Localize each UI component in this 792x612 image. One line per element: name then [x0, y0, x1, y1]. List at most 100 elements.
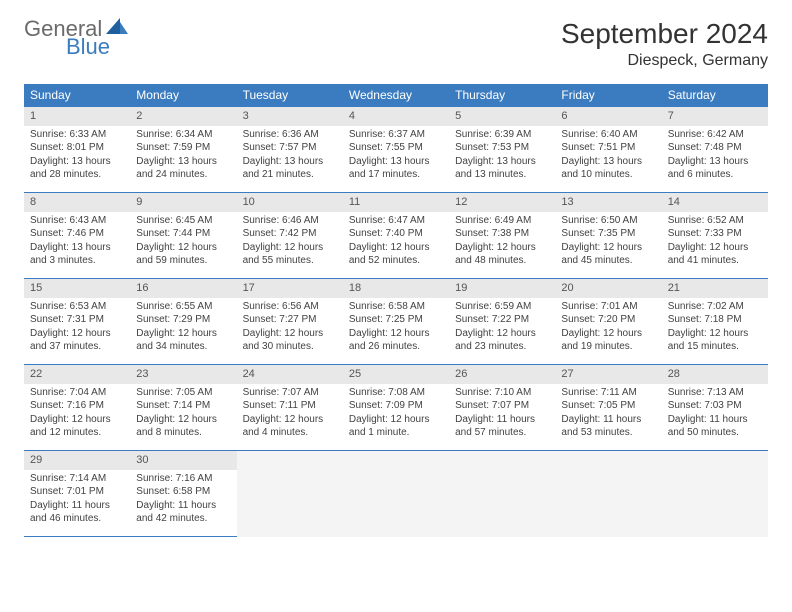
sunrise-text: Sunrise: 6:36 AM	[243, 128, 337, 142]
sunrise-text: Sunrise: 6:45 AM	[136, 214, 230, 228]
weekday-header: Tuesday	[237, 84, 343, 107]
daylight-text: Daylight: 12 hours and 23 minutes.	[455, 327, 549, 354]
sunset-text: Sunset: 7:14 PM	[136, 399, 230, 413]
daylight-text: Daylight: 13 hours and 24 minutes.	[136, 155, 230, 182]
daylight-text: Daylight: 12 hours and 48 minutes.	[455, 241, 549, 268]
calendar-table: Sunday Monday Tuesday Wednesday Thursday…	[24, 84, 768, 537]
day-body: Sunrise: 6:45 AMSunset: 7:44 PMDaylight:…	[130, 212, 236, 272]
sunset-text: Sunset: 7:01 PM	[30, 485, 124, 499]
calendar-row: 8Sunrise: 6:43 AMSunset: 7:46 PMDaylight…	[24, 193, 768, 279]
day-number: 8	[24, 193, 130, 212]
calendar-cell: 25Sunrise: 7:08 AMSunset: 7:09 PMDayligh…	[343, 365, 449, 451]
sunset-text: Sunset: 8:01 PM	[30, 141, 124, 155]
day-number: 17	[237, 279, 343, 298]
day-number: 4	[343, 107, 449, 126]
daylight-text: Daylight: 12 hours and 26 minutes.	[349, 327, 443, 354]
sunrise-text: Sunrise: 6:40 AM	[561, 128, 655, 142]
weekday-header: Sunday	[24, 84, 130, 107]
day-body: Sunrise: 6:43 AMSunset: 7:46 PMDaylight:…	[24, 212, 130, 272]
day-body: Sunrise: 6:49 AMSunset: 7:38 PMDaylight:…	[449, 212, 555, 272]
day-number: 10	[237, 193, 343, 212]
day-number: 13	[555, 193, 661, 212]
calendar-cell: 4Sunrise: 6:37 AMSunset: 7:55 PMDaylight…	[343, 107, 449, 193]
sunset-text: Sunset: 7:33 PM	[668, 227, 762, 241]
calendar-cell: 28Sunrise: 7:13 AMSunset: 7:03 PMDayligh…	[662, 365, 768, 451]
sunset-text: Sunset: 7:48 PM	[668, 141, 762, 155]
sunset-text: Sunset: 7:55 PM	[349, 141, 443, 155]
day-number: 21	[662, 279, 768, 298]
sunset-text: Sunset: 7:57 PM	[243, 141, 337, 155]
daylight-text: Daylight: 13 hours and 10 minutes.	[561, 155, 655, 182]
day-body: Sunrise: 7:05 AMSunset: 7:14 PMDaylight:…	[130, 384, 236, 444]
day-number: 25	[343, 365, 449, 384]
calendar-cell: 5Sunrise: 6:39 AMSunset: 7:53 PMDaylight…	[449, 107, 555, 193]
day-body: Sunrise: 6:39 AMSunset: 7:53 PMDaylight:…	[449, 126, 555, 186]
day-number: 6	[555, 107, 661, 126]
daylight-text: Daylight: 12 hours and 30 minutes.	[243, 327, 337, 354]
day-body: Sunrise: 7:16 AMSunset: 6:58 PMDaylight:…	[130, 470, 236, 530]
calendar-cell: 8Sunrise: 6:43 AMSunset: 7:46 PMDaylight…	[24, 193, 130, 279]
month-title: September 2024	[561, 18, 768, 50]
day-number: 11	[343, 193, 449, 212]
sunrise-text: Sunrise: 6:47 AM	[349, 214, 443, 228]
daylight-text: Daylight: 13 hours and 17 minutes.	[349, 155, 443, 182]
calendar-cell: 14Sunrise: 6:52 AMSunset: 7:33 PMDayligh…	[662, 193, 768, 279]
day-body: Sunrise: 6:42 AMSunset: 7:48 PMDaylight:…	[662, 126, 768, 186]
sunrise-text: Sunrise: 6:39 AM	[455, 128, 549, 142]
calendar-row: 29Sunrise: 7:14 AMSunset: 7:01 PMDayligh…	[24, 451, 768, 537]
daylight-text: Daylight: 11 hours and 57 minutes.	[455, 413, 549, 440]
day-number: 18	[343, 279, 449, 298]
day-number: 28	[662, 365, 768, 384]
daylight-text: Daylight: 13 hours and 21 minutes.	[243, 155, 337, 182]
calendar-cell: 6Sunrise: 6:40 AMSunset: 7:51 PMDaylight…	[555, 107, 661, 193]
daylight-text: Daylight: 12 hours and 59 minutes.	[136, 241, 230, 268]
sunrise-text: Sunrise: 6:55 AM	[136, 300, 230, 314]
sunrise-text: Sunrise: 6:37 AM	[349, 128, 443, 142]
weekday-header-row: Sunday Monday Tuesday Wednesday Thursday…	[24, 84, 768, 107]
sunset-text: Sunset: 7:44 PM	[136, 227, 230, 241]
calendar-cell: 29Sunrise: 7:14 AMSunset: 7:01 PMDayligh…	[24, 451, 130, 537]
day-body: Sunrise: 6:33 AMSunset: 8:01 PMDaylight:…	[24, 126, 130, 186]
day-number: 19	[449, 279, 555, 298]
calendar-cell: 10Sunrise: 6:46 AMSunset: 7:42 PMDayligh…	[237, 193, 343, 279]
daylight-text: Daylight: 11 hours and 53 minutes.	[561, 413, 655, 440]
daylight-text: Daylight: 12 hours and 15 minutes.	[668, 327, 762, 354]
sunrise-text: Sunrise: 6:49 AM	[455, 214, 549, 228]
day-body: Sunrise: 6:40 AMSunset: 7:51 PMDaylight:…	[555, 126, 661, 186]
calendar-cell: 16Sunrise: 6:55 AMSunset: 7:29 PMDayligh…	[130, 279, 236, 365]
calendar-cell: 22Sunrise: 7:04 AMSunset: 7:16 PMDayligh…	[24, 365, 130, 451]
day-body: Sunrise: 6:52 AMSunset: 7:33 PMDaylight:…	[662, 212, 768, 272]
daylight-text: Daylight: 12 hours and 1 minute.	[349, 413, 443, 440]
sunrise-text: Sunrise: 7:11 AM	[561, 386, 655, 400]
weekday-header: Wednesday	[343, 84, 449, 107]
day-number: 27	[555, 365, 661, 384]
sunset-text: Sunset: 7:46 PM	[30, 227, 124, 241]
sunrise-text: Sunrise: 7:14 AM	[30, 472, 124, 486]
sunrise-text: Sunrise: 6:34 AM	[136, 128, 230, 142]
day-body: Sunrise: 7:07 AMSunset: 7:11 PMDaylight:…	[237, 384, 343, 444]
calendar-cell: 21Sunrise: 7:02 AMSunset: 7:18 PMDayligh…	[662, 279, 768, 365]
sunrise-text: Sunrise: 6:46 AM	[243, 214, 337, 228]
day-number: 23	[130, 365, 236, 384]
calendar-cell: 24Sunrise: 7:07 AMSunset: 7:11 PMDayligh…	[237, 365, 343, 451]
calendar-cell: 12Sunrise: 6:49 AMSunset: 7:38 PMDayligh…	[449, 193, 555, 279]
sunset-text: Sunset: 7:40 PM	[349, 227, 443, 241]
day-body: Sunrise: 6:46 AMSunset: 7:42 PMDaylight:…	[237, 212, 343, 272]
sunrise-text: Sunrise: 7:02 AM	[668, 300, 762, 314]
calendar-cell	[662, 451, 768, 537]
day-body: Sunrise: 6:34 AMSunset: 7:59 PMDaylight:…	[130, 126, 236, 186]
daylight-text: Daylight: 12 hours and 4 minutes.	[243, 413, 337, 440]
day-body: Sunrise: 6:37 AMSunset: 7:55 PMDaylight:…	[343, 126, 449, 186]
day-number: 5	[449, 107, 555, 126]
calendar-cell: 26Sunrise: 7:10 AMSunset: 7:07 PMDayligh…	[449, 365, 555, 451]
day-body: Sunrise: 6:59 AMSunset: 7:22 PMDaylight:…	[449, 298, 555, 358]
calendar-row: 1Sunrise: 6:33 AMSunset: 8:01 PMDaylight…	[24, 107, 768, 193]
day-body: Sunrise: 7:13 AMSunset: 7:03 PMDaylight:…	[662, 384, 768, 444]
day-number: 2	[130, 107, 236, 126]
day-number: 30	[130, 451, 236, 470]
sunrise-text: Sunrise: 6:56 AM	[243, 300, 337, 314]
day-body: Sunrise: 7:02 AMSunset: 7:18 PMDaylight:…	[662, 298, 768, 358]
sunset-text: Sunset: 7:07 PM	[455, 399, 549, 413]
day-number: 15	[24, 279, 130, 298]
day-body: Sunrise: 6:56 AMSunset: 7:27 PMDaylight:…	[237, 298, 343, 358]
